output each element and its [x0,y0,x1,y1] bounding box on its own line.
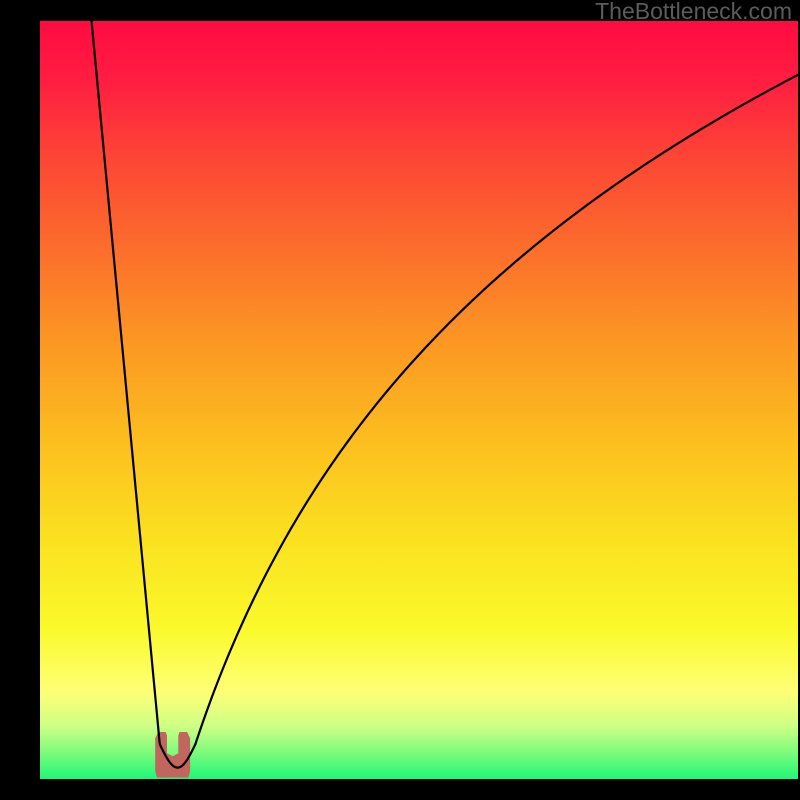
plot-area [40,21,798,779]
plot-background [40,21,798,779]
chart-root: TheBottleneck.com [0,0,800,800]
watermark-text: TheBottleneck.com [595,0,792,25]
plot-svg [40,21,798,779]
